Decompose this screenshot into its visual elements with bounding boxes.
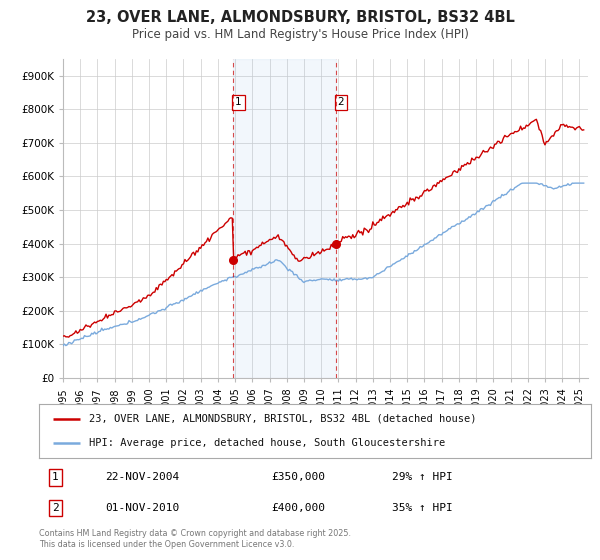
Text: 22-NOV-2004: 22-NOV-2004 <box>105 473 179 482</box>
Text: £350,000: £350,000 <box>271 473 325 482</box>
Text: 1: 1 <box>52 473 59 482</box>
Text: £400,000: £400,000 <box>271 503 325 513</box>
Text: 2: 2 <box>52 503 59 513</box>
Text: 1: 1 <box>235 97 242 108</box>
Text: 23, OVER LANE, ALMONDSBURY, BRISTOL, BS32 4BL (detached house): 23, OVER LANE, ALMONDSBURY, BRISTOL, BS3… <box>89 414 476 424</box>
Text: 2: 2 <box>338 97 344 108</box>
Text: 35% ↑ HPI: 35% ↑ HPI <box>392 503 453 513</box>
Text: Contains HM Land Registry data © Crown copyright and database right 2025.
This d: Contains HM Land Registry data © Crown c… <box>39 529 351 549</box>
Text: Price paid vs. HM Land Registry's House Price Index (HPI): Price paid vs. HM Land Registry's House … <box>131 28 469 41</box>
Text: 01-NOV-2010: 01-NOV-2010 <box>105 503 179 513</box>
Text: HPI: Average price, detached house, South Gloucestershire: HPI: Average price, detached house, Sout… <box>89 438 445 448</box>
Text: 23, OVER LANE, ALMONDSBURY, BRISTOL, BS32 4BL: 23, OVER LANE, ALMONDSBURY, BRISTOL, BS3… <box>86 10 514 25</box>
Bar <box>233 59 335 378</box>
Text: 29% ↑ HPI: 29% ↑ HPI <box>392 473 453 482</box>
